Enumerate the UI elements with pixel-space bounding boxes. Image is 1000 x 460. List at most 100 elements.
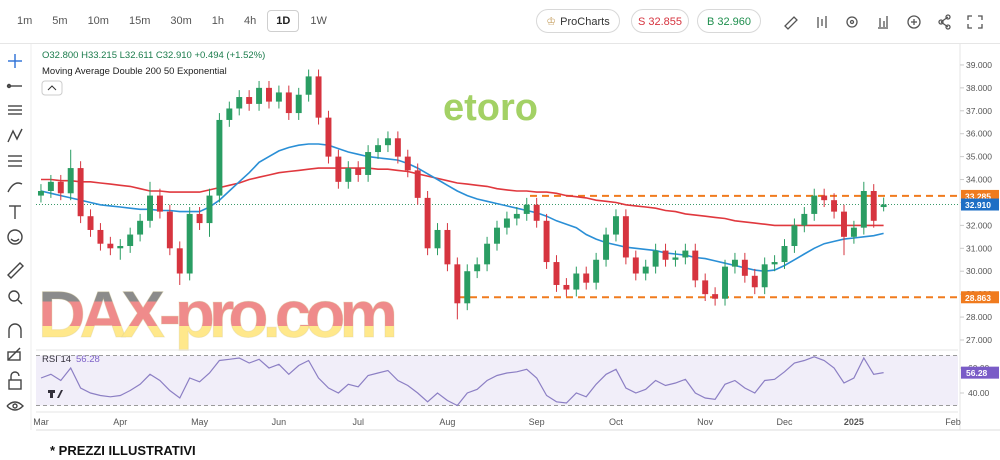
candle-body xyxy=(345,168,352,182)
timeframe-button[interactable]: 1W xyxy=(310,15,327,27)
line-tool[interactable] xyxy=(6,83,23,89)
candle-body xyxy=(285,92,292,114)
candle-body xyxy=(107,243,114,249)
candle-body xyxy=(464,271,471,304)
candle-body xyxy=(632,257,639,274)
candle-body xyxy=(652,250,659,267)
candle-body xyxy=(404,156,411,171)
fib-tool[interactable] xyxy=(8,155,22,167)
add-icon[interactable] xyxy=(907,15,921,29)
candle-body xyxy=(196,213,203,224)
candle-body xyxy=(741,259,748,276)
lock-tool[interactable] xyxy=(8,371,22,390)
candle-body xyxy=(751,275,758,288)
y-tick-label: 37.000 xyxy=(966,106,992,116)
timeframe-button[interactable]: 10m xyxy=(87,15,109,27)
emoji-tool[interactable] xyxy=(7,229,23,245)
candle-body xyxy=(831,200,838,212)
candle-body xyxy=(375,145,382,153)
ruler-tool[interactable] xyxy=(7,262,24,279)
candle-body xyxy=(365,152,372,175)
candle-body xyxy=(722,266,728,299)
draw-icon[interactable] xyxy=(784,16,798,30)
y-tick-label: 28.000 xyxy=(966,312,992,322)
text-tool[interactable] xyxy=(9,205,21,219)
candle-body xyxy=(137,220,144,235)
rsi-legend-value: 56.28 xyxy=(76,354,100,365)
candle-body xyxy=(216,119,223,196)
crosshair-tool[interactable] xyxy=(8,54,22,68)
timeframe-button[interactable]: 15m xyxy=(128,15,151,27)
candle-body xyxy=(47,181,54,191)
candle-body xyxy=(573,273,580,290)
candle-body xyxy=(256,87,263,104)
price-line-tag xyxy=(961,291,999,304)
candle-body xyxy=(454,264,461,304)
visibility-tool[interactable] xyxy=(6,401,24,411)
share-icon[interactable] xyxy=(938,14,951,30)
etoro-logo: etoro xyxy=(443,87,538,129)
candle-body xyxy=(315,76,322,118)
candle-body xyxy=(523,204,530,214)
candle-body xyxy=(860,190,867,228)
y-tick-label: 31.000 xyxy=(966,243,992,253)
y-tick-label: 38.000 xyxy=(966,83,992,93)
watermark: DAX-pro.com xyxy=(38,277,398,351)
last-price-label: 32.910 xyxy=(965,200,991,210)
moving-average-line xyxy=(41,167,884,227)
zoom-tool[interactable] xyxy=(8,290,23,305)
candle-body xyxy=(593,259,600,283)
magnet-tool[interactable] xyxy=(8,323,22,338)
indicators-icon[interactable] xyxy=(817,16,827,28)
footnote: * PREZZI ILLUSTRATIVI xyxy=(50,443,196,458)
y-tick-label: 36.000 xyxy=(966,129,992,139)
candle-body xyxy=(176,248,183,274)
fullscreen-icon[interactable] xyxy=(967,15,983,29)
rsi-line xyxy=(40,356,884,407)
price-pane: 27.00028.00029.00030.00031.00032.00033.0… xyxy=(33,60,999,427)
candle-body xyxy=(127,234,134,247)
candle-body xyxy=(117,246,124,249)
timeframe-button[interactable]: 1D xyxy=(267,10,300,32)
last-price-tag xyxy=(961,198,999,211)
candle-body xyxy=(77,168,84,217)
candle-body xyxy=(186,213,193,274)
candle-body xyxy=(850,227,857,237)
settings-icon[interactable] xyxy=(846,16,858,28)
buy-button[interactable]: B 32.960 xyxy=(697,9,761,33)
timeframe-button[interactable]: 1h xyxy=(211,15,225,27)
x-tick-label: Mar xyxy=(33,417,49,427)
channel-tool[interactable] xyxy=(8,105,22,115)
lock-drawings-tool[interactable] xyxy=(7,347,21,361)
x-tick-label: Nov xyxy=(697,417,714,427)
x-tick-label: 2025 xyxy=(844,417,864,427)
procharts-button[interactable]: ♔ ProCharts xyxy=(536,9,620,33)
collapse-legend-button[interactable] xyxy=(41,80,63,96)
timeframe-selector: 1m 5m 10m 15m 30m 1h 4h 1D 1W xyxy=(8,10,338,32)
candle-body xyxy=(583,273,590,283)
chart-type-icon[interactable] xyxy=(878,16,888,29)
timeframe-button[interactable]: 4h xyxy=(244,15,257,27)
timeframe-button[interactable]: 5m xyxy=(52,15,68,27)
candle-body xyxy=(384,138,391,146)
candle-body xyxy=(702,280,709,295)
rsi-value-label: 56.28 xyxy=(966,368,988,378)
sell-button[interactable]: S 32.855 xyxy=(631,9,689,33)
brush-tool[interactable] xyxy=(7,182,23,193)
candle-body xyxy=(771,262,778,265)
timeframe-button[interactable]: 1m xyxy=(17,15,33,27)
x-tick-label: Aug xyxy=(439,417,455,427)
candle-body xyxy=(494,227,500,244)
candle-body xyxy=(543,220,550,263)
y-tick-label: 34.000 xyxy=(966,175,992,185)
timeframe-button[interactable]: 30m xyxy=(170,15,192,27)
y-tick-label: 35.000 xyxy=(966,152,992,162)
candle-body xyxy=(87,216,94,230)
candle-body xyxy=(692,250,699,281)
pattern-tool[interactable] xyxy=(7,128,23,143)
candle-body xyxy=(57,181,64,194)
candle-body xyxy=(682,250,689,258)
toolbar: 1m 5m 10m 15m 30m 1h 4h 1D 1W ♔ ProCharts S 32.85… xyxy=(0,0,1000,44)
